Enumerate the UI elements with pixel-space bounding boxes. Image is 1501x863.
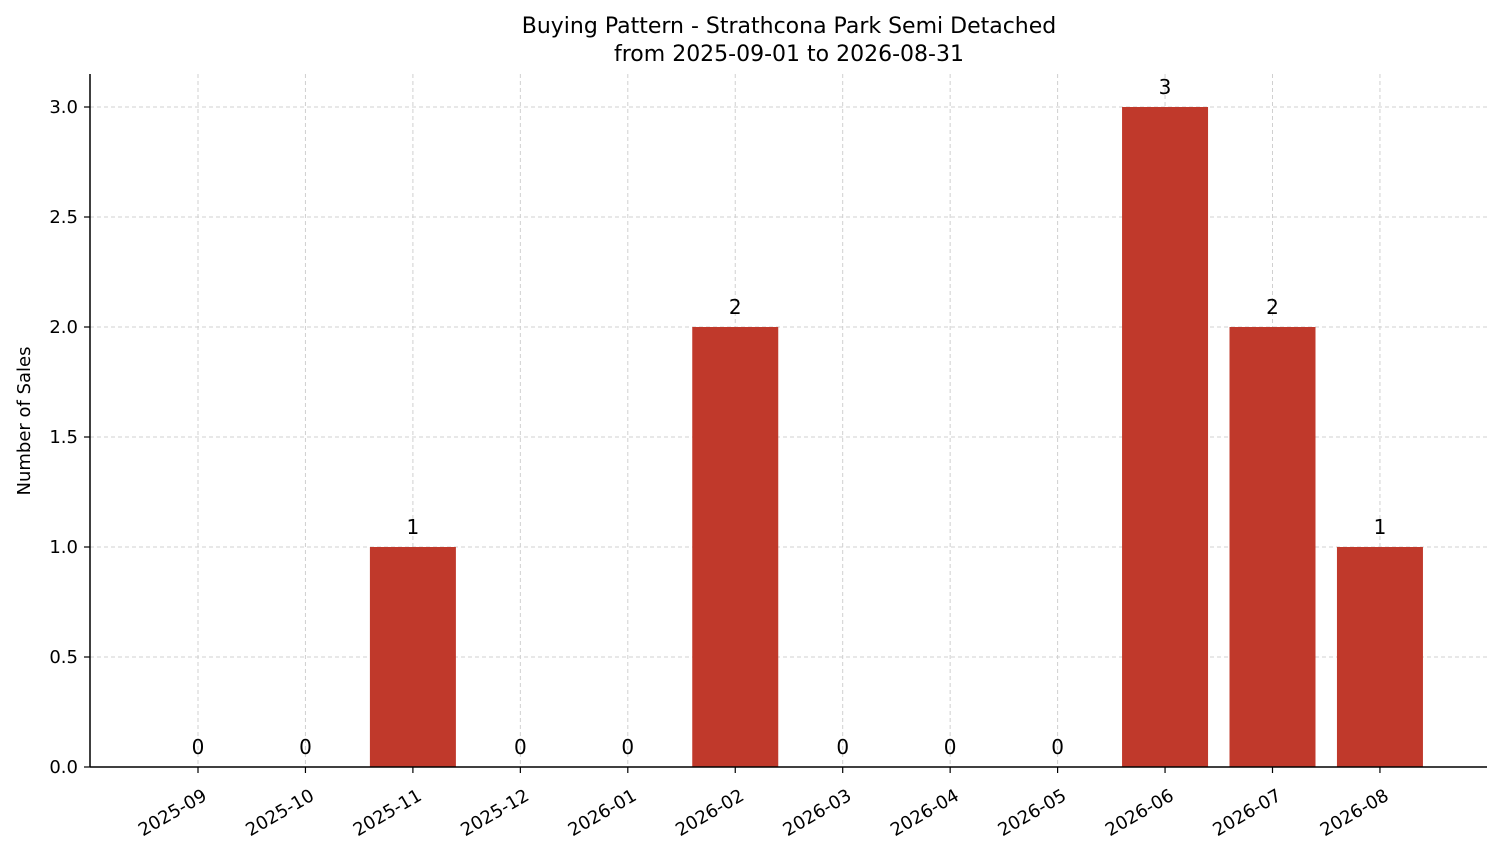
bars [369,107,1423,767]
x-tick-label: 2026-01 [565,785,641,841]
x-tick-label: 2026-05 [994,785,1070,841]
data-label: 1 [1374,515,1387,539]
y-tick-label: 1.5 [49,427,78,448]
y-tick-label: 1.0 [49,537,78,558]
chart-title: Buying Pattern - Strathcona Park Semi De… [522,14,1057,39]
y-tick-label: 0.0 [49,757,78,778]
data-label: 3 [1159,75,1172,99]
bar-2026-07 [1229,327,1316,767]
data-label: 0 [514,735,527,759]
x-tick-label: 2026-06 [1102,785,1178,841]
chart-subtitle: from 2025-09-01 to 2026-08-31 [614,42,964,67]
data-label: 0 [944,735,957,759]
data-label: 0 [621,735,634,759]
x-tick-label: 2026-08 [1317,785,1393,841]
bar-2026-02 [692,327,779,767]
data-labels: 0 0 1 0 0 2 0 0 0 3 2 1 [192,75,1387,759]
bar-2026-08 [1336,547,1423,767]
y-tick-label: 3.0 [49,97,78,118]
y-tick-label: 2.0 [49,317,78,338]
x-tick-label: 2025-11 [350,785,426,841]
x-tick-label: 2025-09 [135,785,211,841]
axes [89,74,1487,768]
x-tick-label: 2026-03 [780,785,856,841]
data-label: 0 [1051,735,1064,759]
data-label: 0 [192,735,205,759]
x-tick-label: 2026-07 [1209,785,1285,841]
bar-2025-11 [369,547,456,767]
bar-2026-06 [1122,107,1209,767]
y-tick-labels: 0.0 0.5 1.0 1.5 2.0 2.5 3.0 [49,97,90,778]
data-label: 0 [836,735,849,759]
y-tick-label: 2.5 [49,207,78,228]
x-tick-label: 2026-02 [672,785,748,841]
x-tick-label: 2026-04 [887,785,963,841]
data-label: 2 [729,295,742,319]
x-tick-label: 2025-12 [457,785,533,841]
x-tick-labels: 2025-09 2025-10 2025-11 2025-12 2026-01 2026-… [135,767,1393,841]
data-label: 0 [299,735,312,759]
data-label: 1 [407,515,420,539]
y-axis-label: Number of Sales [14,346,35,495]
data-label: 2 [1266,295,1279,319]
y-tick-label: 0.5 [49,647,78,668]
x-tick-label: 2025-10 [242,785,318,841]
